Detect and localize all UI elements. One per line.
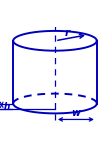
Text: h: h (4, 102, 10, 111)
Text: r: r (65, 28, 70, 38)
Text: w: w (71, 108, 80, 118)
